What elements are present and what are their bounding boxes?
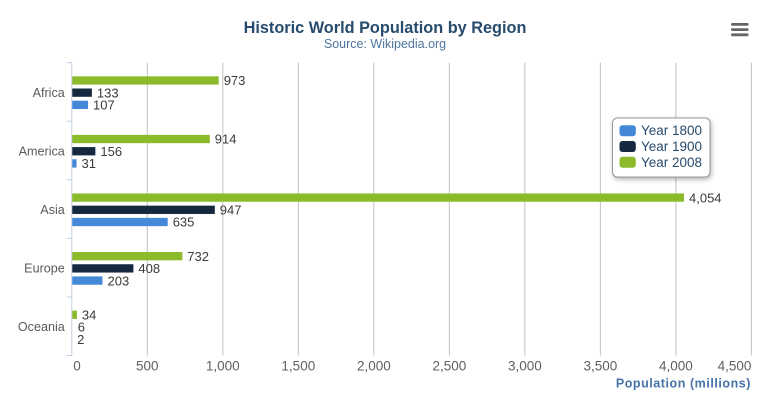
svg-text:Asia: Asia (40, 203, 65, 217)
svg-text:Africa: Africa (33, 86, 65, 100)
svg-text:3,000: 3,000 (508, 358, 542, 373)
svg-text:4,000: 4,000 (659, 358, 693, 373)
svg-text:Source: Wikipedia.org: Source: Wikipedia.org (324, 37, 446, 51)
svg-text:2,000: 2,000 (357, 358, 391, 373)
svg-text:Population (millions): Population (millions) (616, 377, 751, 391)
svg-text:133: 133 (97, 85, 119, 100)
svg-text:2,500: 2,500 (432, 358, 466, 373)
svg-text:Year 2008: Year 2008 (641, 155, 702, 170)
svg-text:Year 1800: Year 1800 (641, 123, 702, 138)
svg-text:Year 1900: Year 1900 (641, 139, 702, 154)
svg-text:947: 947 (220, 203, 242, 218)
svg-text:34: 34 (82, 308, 96, 323)
svg-text:Europe: Europe (24, 262, 65, 276)
svg-text:107: 107 (93, 98, 115, 113)
svg-text:203: 203 (108, 273, 130, 288)
svg-text:Historic World Population by R: Historic World Population by Region (244, 19, 527, 37)
svg-text:635: 635 (173, 215, 195, 230)
svg-text:America: America (19, 145, 65, 159)
svg-text:500: 500 (136, 358, 159, 373)
svg-text:1,000: 1,000 (206, 358, 240, 373)
svg-text:0: 0 (73, 358, 81, 373)
svg-text:31: 31 (82, 156, 96, 171)
svg-text:3,500: 3,500 (583, 358, 617, 373)
svg-text:1,500: 1,500 (281, 358, 315, 373)
svg-text:6: 6 (78, 320, 85, 335)
svg-text:2: 2 (77, 332, 84, 347)
svg-text:4,054: 4,054 (689, 190, 722, 205)
svg-text:156: 156 (100, 144, 122, 159)
svg-text:973: 973 (224, 73, 246, 88)
svg-text:408: 408 (138, 261, 160, 276)
svg-text:914: 914 (215, 132, 237, 147)
svg-text:732: 732 (187, 249, 209, 264)
svg-text:4,500: 4,500 (718, 358, 752, 373)
svg-text:Oceania: Oceania (18, 320, 65, 334)
